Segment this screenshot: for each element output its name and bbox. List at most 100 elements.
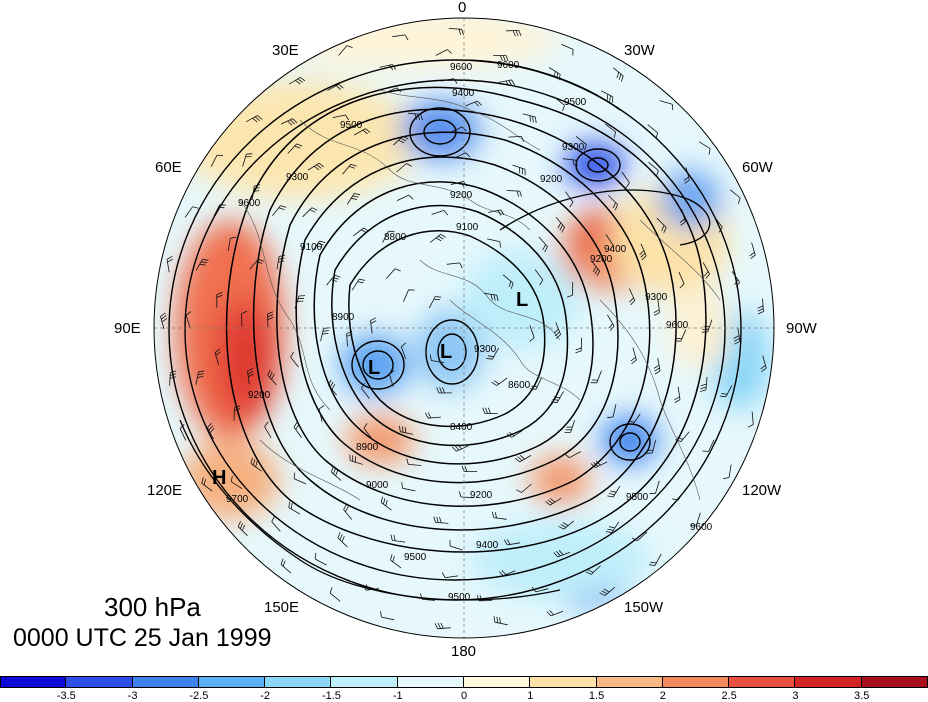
wind-barb xyxy=(342,163,352,175)
wind-barb xyxy=(556,391,564,403)
wind-barb-feather xyxy=(248,373,254,378)
contour-label: 9500 xyxy=(626,492,649,503)
wind-barb-feather xyxy=(332,277,339,280)
wind-barb-feather xyxy=(295,424,300,430)
wind-barb-feather xyxy=(437,622,441,629)
colorbar-tick-label: 2 xyxy=(659,690,666,702)
wind-barb-feather xyxy=(679,218,685,223)
wind-barb-feather xyxy=(493,380,500,385)
wind-barb xyxy=(249,258,259,270)
contour-label: 9000 xyxy=(366,480,389,491)
wind-barb-feather xyxy=(309,209,316,213)
wind-barb xyxy=(343,509,353,520)
wind-barb xyxy=(437,627,451,630)
wind-barb-feather xyxy=(319,240,326,243)
wind-barb-feather xyxy=(346,333,353,337)
wind-barb-feather xyxy=(230,475,233,482)
wind-barb-feather xyxy=(192,206,199,209)
wind-barb-feather xyxy=(496,616,499,623)
wind-barb-feather xyxy=(502,55,506,62)
contour-label: 9300 xyxy=(562,142,585,153)
wind-barb xyxy=(288,507,301,515)
colorbar-tick-label: 1.5 xyxy=(588,690,605,702)
wind-barb-feather xyxy=(361,229,367,234)
contour-label: 9200 xyxy=(470,490,493,501)
wind-barb xyxy=(332,114,346,118)
wind-barb-feather xyxy=(311,207,318,211)
wind-barb-feather xyxy=(365,128,371,133)
wind-barb xyxy=(396,163,407,173)
wind-barb-feather xyxy=(361,382,365,389)
wind-barb-feather xyxy=(631,359,637,365)
wind-barb-feather xyxy=(737,197,741,204)
lon-label-60w: 60W xyxy=(742,159,773,176)
colorbar-tick-label: -1.5 xyxy=(321,690,341,702)
contour-label: 9200 xyxy=(248,390,271,401)
wind-barb-feather xyxy=(290,351,295,358)
wind-barb-feather xyxy=(511,79,516,86)
wind-barb-feather xyxy=(557,222,562,229)
wind-barb-feather xyxy=(529,115,531,122)
wind-barb-feather xyxy=(160,312,166,317)
wind-barb xyxy=(554,96,565,106)
wind-barb-feather xyxy=(512,30,516,37)
lon-label-0: 0 xyxy=(458,0,467,16)
wind-barb-feather xyxy=(365,584,370,590)
wind-barb xyxy=(389,373,394,387)
wind-barb-feather xyxy=(299,76,306,82)
pressure-level-title: 300 hPa xyxy=(104,592,201,622)
wind-barb xyxy=(370,320,373,334)
wind-barb-feather xyxy=(216,294,223,298)
wind-barb xyxy=(271,521,281,532)
wind-barb-feather xyxy=(257,115,263,120)
wind-barb-feather xyxy=(497,210,502,216)
wind-barb-feather xyxy=(389,64,394,71)
colorbar-tick-label: -3 xyxy=(127,690,138,702)
wind-barb-feather xyxy=(492,511,495,518)
wind-barb-feather xyxy=(354,193,361,196)
wind-barb-feather xyxy=(399,425,401,432)
contour-label: 8800 xyxy=(384,232,407,243)
wind-barb-feather xyxy=(293,421,298,428)
wind-barb xyxy=(655,480,660,494)
wind-barb xyxy=(230,481,243,490)
wind-barb xyxy=(201,482,213,492)
wind-barb-feather xyxy=(435,296,442,298)
lon-label-90e: 90E xyxy=(114,320,141,337)
wind-barb-feather xyxy=(547,499,553,504)
wind-barb xyxy=(534,269,544,281)
wind-barb xyxy=(678,271,685,284)
colorbar-tick-label: 2.5 xyxy=(721,690,737,702)
wind-barb xyxy=(555,217,565,228)
wind-barb-feather xyxy=(351,197,358,200)
wind-barb-feather xyxy=(605,531,612,534)
wind-barb xyxy=(681,209,686,222)
wind-barb-feather xyxy=(641,255,647,261)
wind-barb xyxy=(427,416,441,419)
wind-barb xyxy=(562,158,576,161)
wind-barb xyxy=(246,115,258,123)
wind-barb-feather xyxy=(474,101,480,107)
wind-barb-feather xyxy=(314,552,317,560)
wind-barb-feather xyxy=(198,370,205,373)
wind-barb-feather xyxy=(427,412,432,419)
wind-barb-feather xyxy=(433,298,440,301)
wind-barb-feather xyxy=(264,421,269,427)
wind-barb-feather xyxy=(587,569,594,573)
wind-barb-feather xyxy=(343,504,347,510)
wind-barb-feather xyxy=(479,595,483,601)
wind-barb xyxy=(384,87,397,94)
wind-barb-feather xyxy=(531,385,538,388)
wind-barb-feather xyxy=(394,268,401,272)
lon-label-120w: 120W xyxy=(742,482,782,499)
wind-barb-feather xyxy=(363,423,368,429)
wind-barb xyxy=(621,171,630,183)
wind-barb-feather xyxy=(671,104,674,111)
wind-barb xyxy=(612,67,624,77)
wind-barb xyxy=(707,319,713,333)
wind-barb xyxy=(507,542,521,546)
anomaly-shading xyxy=(154,18,774,638)
wind-barb-feather xyxy=(401,426,404,433)
wind-barb-feather xyxy=(558,550,564,556)
wind-barb xyxy=(685,167,690,180)
